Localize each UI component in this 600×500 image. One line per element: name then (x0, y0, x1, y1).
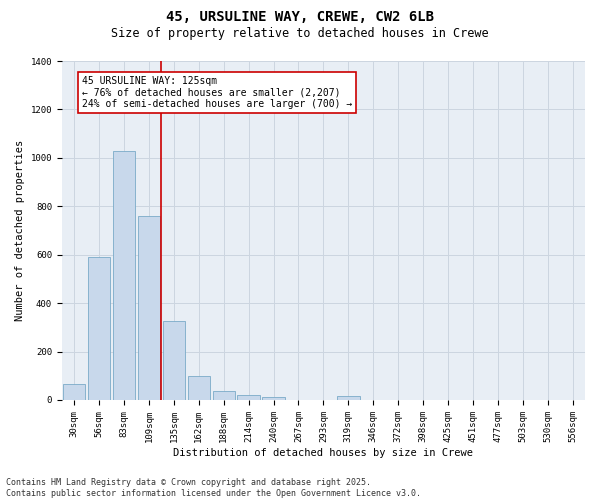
Y-axis label: Number of detached properties: Number of detached properties (15, 140, 25, 321)
Bar (163, 322, 185, 400)
Bar (113, 150, 135, 400)
Bar (212, 391, 235, 400)
Bar (88, 257, 110, 400)
Text: 45, URSULINE WAY, CREWE, CW2 6LB: 45, URSULINE WAY, CREWE, CW2 6LB (166, 10, 434, 24)
Bar (188, 376, 210, 400)
Bar (63, 384, 85, 400)
Bar (138, 216, 160, 400)
Bar (262, 397, 285, 400)
Text: 45 URSULINE WAY: 125sqm
← 76% of detached houses are smaller (2,207)
24% of semi: 45 URSULINE WAY: 125sqm ← 76% of detache… (82, 76, 352, 108)
Bar (337, 396, 359, 400)
Text: Size of property relative to detached houses in Crewe: Size of property relative to detached ho… (111, 28, 489, 40)
Text: Contains HM Land Registry data © Crown copyright and database right 2025.
Contai: Contains HM Land Registry data © Crown c… (6, 478, 421, 498)
X-axis label: Distribution of detached houses by size in Crewe: Distribution of detached houses by size … (173, 448, 473, 458)
Bar (238, 394, 260, 400)
